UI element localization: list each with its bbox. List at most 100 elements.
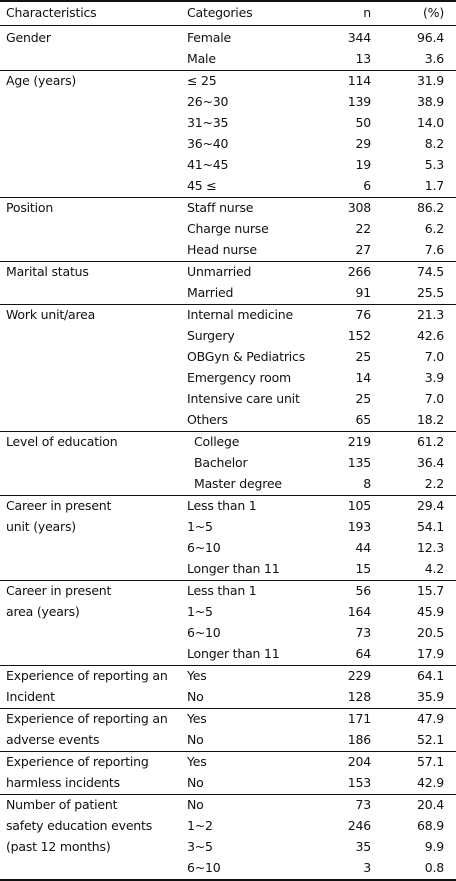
- percent-cell: 54.1: [416, 519, 444, 534]
- characteristic-label-line: adverse events: [6, 732, 100, 747]
- count-cell: 25: [355, 391, 371, 406]
- characteristic-label-line: Number of patient: [6, 797, 118, 812]
- percent-cell: 36.4: [416, 455, 444, 470]
- count-cell: 27: [355, 242, 371, 257]
- count-cell: 15: [355, 561, 371, 576]
- category-cell: Male: [187, 51, 216, 66]
- characteristic-label-line: Experience of reporting an: [6, 711, 168, 726]
- characteristic-label-line: Work unit/area: [6, 307, 96, 322]
- category-cell: 6~10: [187, 540, 221, 555]
- header-n: n: [363, 5, 371, 20]
- characteristic-label-line: Level of education: [6, 434, 118, 449]
- count-cell: 135: [347, 455, 371, 470]
- table-row: OBGyn & Pediatrics 25 7.0: [0, 346, 456, 367]
- table-group: Marital status Unmarried 266 74.5 Married 91 2…: [0, 261, 456, 305]
- category-cell: Internal medicine: [187, 307, 293, 322]
- count-cell: 266: [347, 264, 371, 279]
- table-row: Female 344 96.4: [0, 27, 456, 48]
- category-cell: Female: [187, 30, 231, 45]
- category-cell: 36~40: [187, 136, 229, 151]
- category-cell: Yes: [187, 754, 207, 769]
- table-group: Position Staff nurse 308 86.2 Charge nurse 22…: [0, 197, 456, 262]
- percent-cell: 42.6: [416, 328, 444, 343]
- percent-cell: 64.1: [416, 668, 444, 683]
- table-header-rule: [0, 25, 456, 26]
- percent-cell: 18.2: [416, 412, 444, 427]
- table-group: Career in present unit (years) Less than 1…: [0, 495, 456, 581]
- characteristic-label: Work unit/area: [6, 304, 176, 325]
- characteristic-label: Experience of reporting harmless incident…: [6, 751, 176, 793]
- table-row: Yes 171 47.9: [0, 708, 456, 729]
- table-row: No 73 20.4: [0, 794, 456, 815]
- percent-cell: 9.9: [424, 839, 444, 854]
- table-row: College 219 61.2: [0, 431, 456, 452]
- category-cell: 6~10: [187, 625, 221, 640]
- percent-cell: 8.2: [424, 136, 444, 151]
- count-cell: 25: [355, 349, 371, 364]
- table-row: Internal medicine 76 21.3: [0, 304, 456, 325]
- table-row: 31~35 50 14.0: [0, 112, 456, 133]
- percent-cell: 17.9: [416, 646, 444, 661]
- percent-cell: 96.4: [416, 30, 444, 45]
- table-row: 6~10 44 12.3: [0, 537, 456, 558]
- percent-cell: 86.2: [416, 200, 444, 215]
- category-cell: ≤ 25: [187, 73, 217, 88]
- table-row: Charge nurse 22 6.2: [0, 218, 456, 239]
- count-cell: 76: [355, 307, 371, 322]
- characteristic-label-line: Experience of reporting an: [6, 668, 168, 683]
- count-cell: 152: [347, 328, 371, 343]
- category-cell: Less than 1: [187, 583, 257, 598]
- percent-cell: 52.1: [416, 732, 444, 747]
- category-cell: 1~5: [187, 519, 213, 534]
- percent-cell: 4.2: [424, 561, 444, 576]
- table-row: Intensive care unit 25 7.0: [0, 388, 456, 409]
- table-row: 26~30 139 38.9: [0, 91, 456, 112]
- category-cell: Less than 1: [187, 498, 257, 513]
- percent-cell: 29.4: [416, 498, 444, 513]
- category-cell: No: [187, 797, 204, 812]
- header-characteristics: Characteristics: [6, 5, 97, 20]
- percent-cell: 7.0: [424, 349, 444, 364]
- percent-cell: 5.3: [424, 157, 444, 172]
- characteristic-label-line: Experience of reporting: [6, 754, 149, 769]
- category-cell: Staff nurse: [187, 200, 254, 215]
- count-cell: 171: [347, 711, 371, 726]
- table-row: Others 65 18.2: [0, 409, 456, 430]
- category-cell: Intensive care unit: [187, 391, 300, 406]
- count-cell: 50: [355, 115, 371, 130]
- count-cell: 14: [355, 370, 371, 385]
- count-cell: 193: [347, 519, 371, 534]
- percent-cell: 20.5: [416, 625, 444, 640]
- percent-cell: 7.0: [424, 391, 444, 406]
- table-row: Less than 1 56 15.7: [0, 580, 456, 601]
- percent-cell: 3.9: [424, 370, 444, 385]
- table-row: 6~10 3 0.8: [0, 857, 456, 878]
- table-row: 1~5 193 54.1: [0, 516, 456, 537]
- table-row: Staff nurse 308 86.2: [0, 197, 456, 218]
- table-group: Number of patient safety education events…: [0, 794, 456, 881]
- category-cell: Yes: [187, 711, 207, 726]
- characteristic-label-line: Career in present: [6, 583, 112, 598]
- characteristic-label-line: Career in present: [6, 498, 112, 513]
- category-cell: Longer than 11: [187, 646, 280, 661]
- count-cell: 105: [347, 498, 371, 513]
- characteristic-label-line: harmless incidents: [6, 775, 120, 790]
- category-cell: Bachelor: [194, 455, 248, 470]
- count-cell: 344: [347, 30, 371, 45]
- category-cell: Others: [187, 412, 228, 427]
- count-cell: 229: [347, 668, 371, 683]
- table-row: ≤ 25 114 31.9: [0, 70, 456, 91]
- percent-cell: 14.0: [416, 115, 444, 130]
- count-cell: 219: [347, 434, 371, 449]
- count-cell: 308: [347, 200, 371, 215]
- table-row: Head nurse 27 7.6: [0, 239, 456, 260]
- category-cell: Emergency room: [187, 370, 292, 385]
- percent-cell: 21.3: [416, 307, 444, 322]
- percent-cell: 74.5: [416, 264, 444, 279]
- count-cell: 204: [347, 754, 371, 769]
- characteristic-label: Experience of reporting an adverse events: [6, 708, 176, 750]
- table-group: Age (years) ≤ 25 114 31.9 26~30 139 38.9 31~35 5…: [0, 70, 456, 198]
- percent-cell: 57.1: [416, 754, 444, 769]
- header-categories: Categories: [187, 5, 253, 20]
